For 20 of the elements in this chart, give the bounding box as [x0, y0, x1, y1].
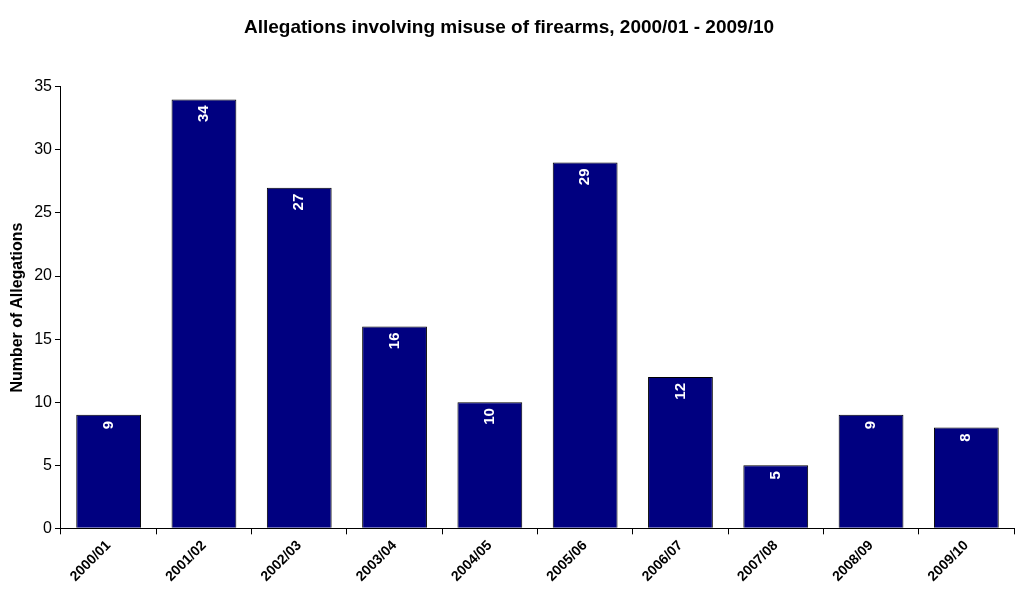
y-tick-label: 30 — [34, 140, 53, 158]
y-tick-label: 25 — [34, 203, 53, 221]
data-label: 27 — [289, 193, 307, 211]
y-tick-label: 10 — [34, 392, 53, 410]
data-label: 29 — [575, 168, 593, 186]
y-tick-label: 0 — [43, 518, 53, 536]
data-label: 9 — [861, 420, 879, 430]
y-tick-label: 5 — [43, 455, 53, 473]
data-label: 5 — [765, 471, 783, 480]
data-label: 34 — [194, 104, 212, 123]
data-label: 9 — [98, 420, 116, 430]
y-tick-label: 15 — [34, 329, 53, 347]
data-label: 10 — [479, 408, 497, 425]
data-label: 8 — [956, 433, 974, 442]
y-axis-title: Number of Allegations — [8, 222, 26, 393]
data-label: 12 — [670, 382, 688, 400]
data-label: 16 — [384, 332, 402, 350]
chart-title: Allegations involving misuse of firearms, 2000/01 - 2009/10 — [243, 15, 775, 37]
y-tick-label: 20 — [34, 266, 53, 284]
y-tick-label: 35 — [34, 77, 53, 95]
